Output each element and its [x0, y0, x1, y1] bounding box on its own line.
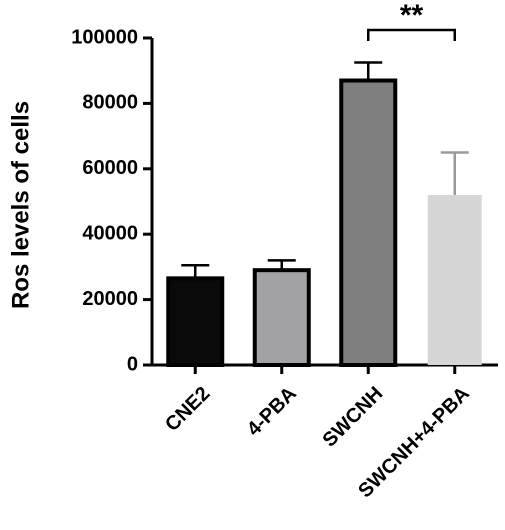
y-tick-label-4: 80000 [82, 92, 138, 114]
x-tick-label-2: SWCNH [318, 383, 387, 452]
error-bars [181, 61, 469, 279]
y-tick-label-5: 100000 [71, 26, 138, 48]
y-tick-label-0: 0 [127, 353, 138, 375]
y-tick-label-1: 20000 [82, 288, 138, 310]
bar-2 [339, 78, 398, 367]
y-axis-label: Ros levels of cells [7, 101, 34, 309]
significance-bracket [367, 28, 456, 41]
bar-3 [427, 194, 482, 365]
x-tick-label-1: 4-PBA [243, 383, 301, 441]
y-axis: 0 20000 40000 60000 80000 100000 [71, 26, 154, 375]
bar-0 [166, 276, 225, 367]
y-tick-label-2: 40000 [82, 222, 138, 244]
bar-1 [252, 268, 311, 368]
y-tick-label-3: 60000 [82, 157, 138, 179]
bars [166, 78, 482, 368]
significance-annotation: ** [367, 0, 456, 41]
x-tick-label-0: CNE2 [161, 383, 214, 436]
significance-label: ** [400, 0, 424, 32]
